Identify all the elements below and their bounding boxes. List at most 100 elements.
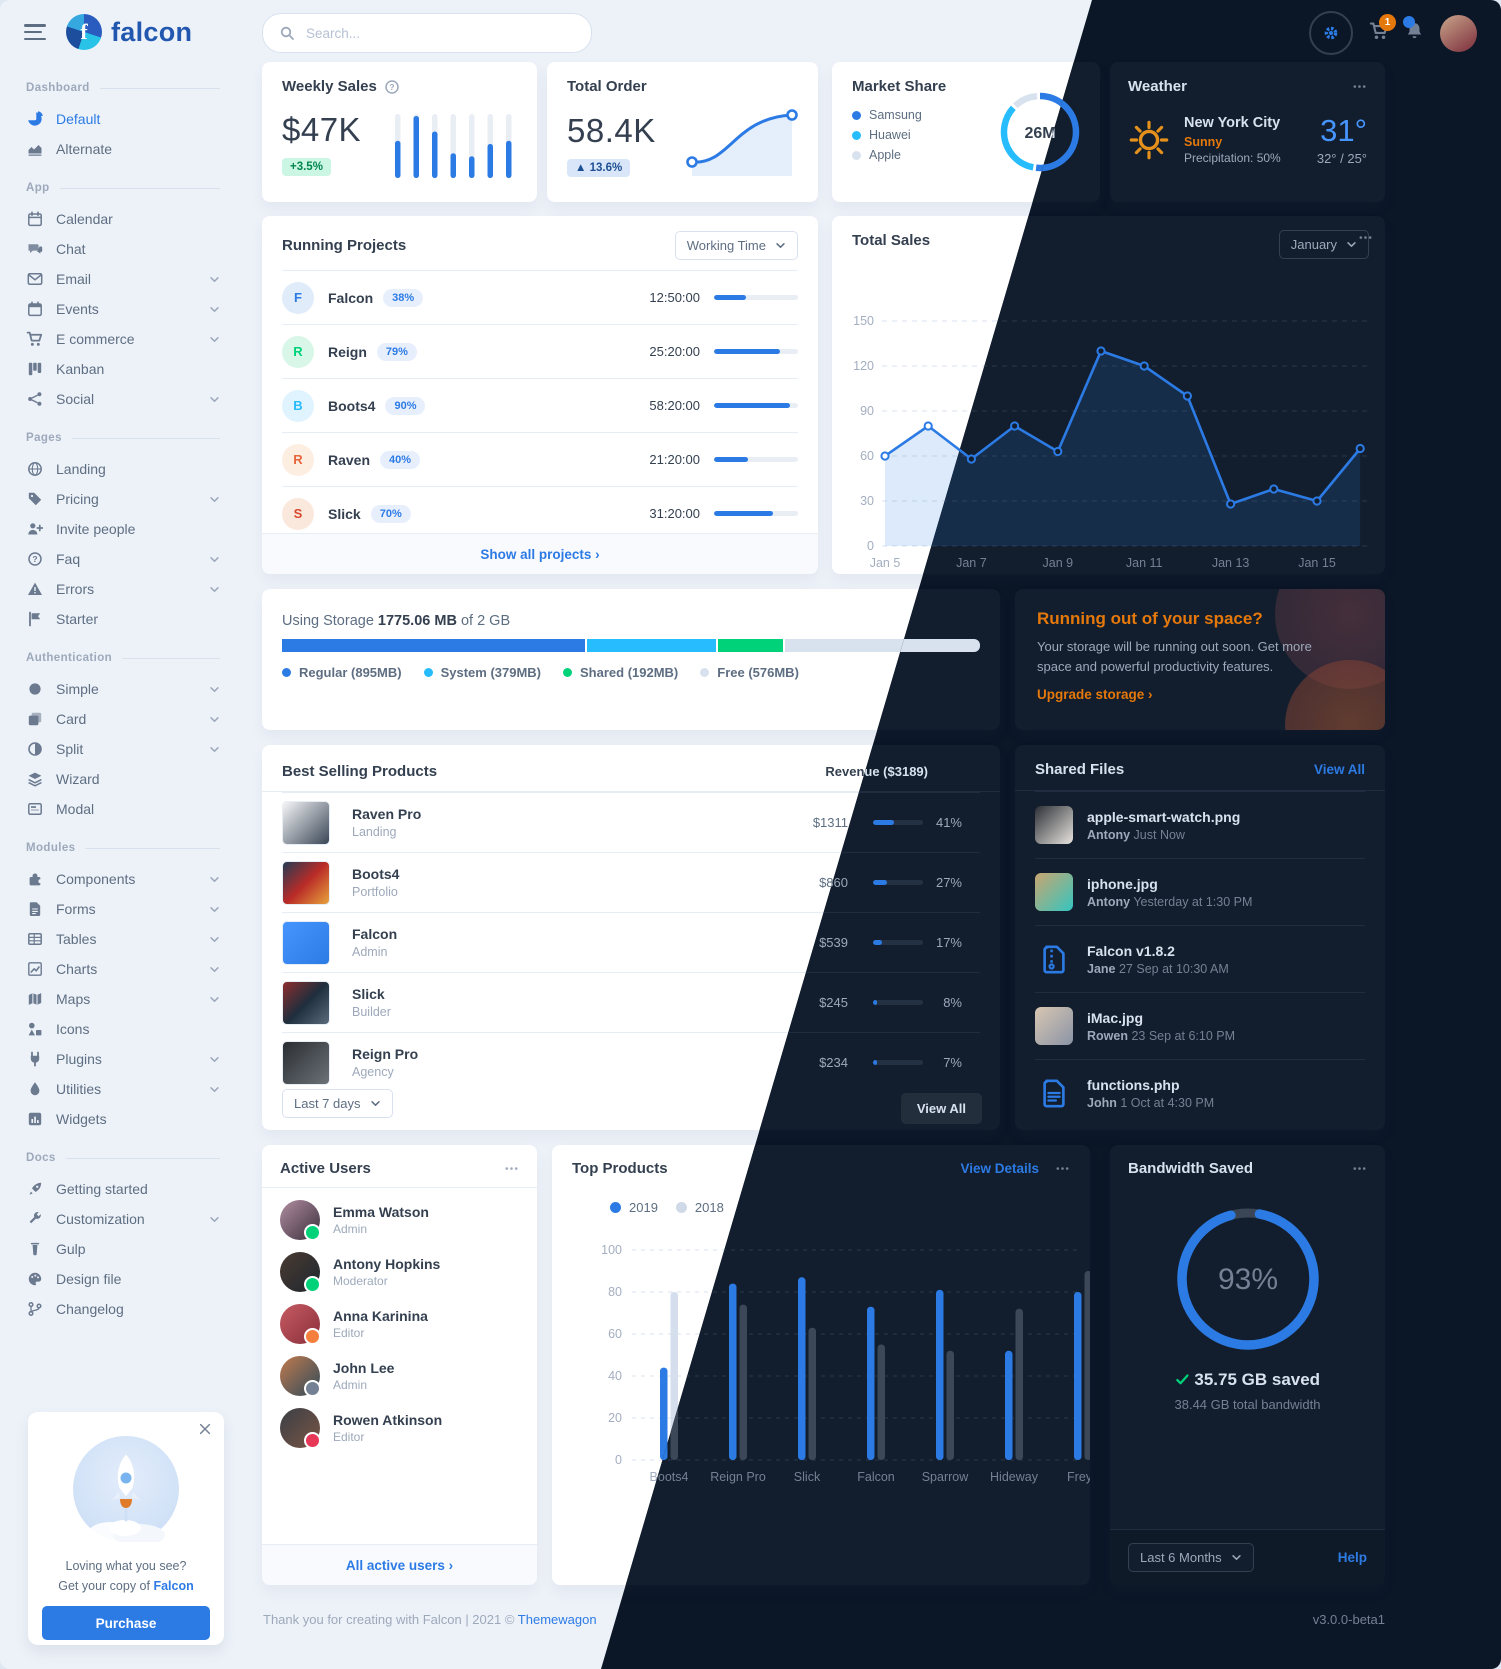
sidebar-item-label: Design file [56,1271,122,1287]
settings-gear-button[interactable] [1309,11,1353,55]
sidebar-item[interactable]: Split [26,734,220,764]
falcon-logo[interactable]: falcon [66,14,192,50]
sidebar-item[interactable]: ? Faq [26,544,220,574]
file-name[interactable]: functions.php [1087,1076,1180,1093]
search-box[interactable] [262,13,592,53]
product-category[interactable]: Builder [352,1005,391,1019]
sidebar-item[interactable]: Widgets [26,1104,220,1134]
product-category[interactable]: Admin [352,945,388,959]
user-avatar[interactable] [1440,14,1477,52]
user-name[interactable]: Anna Karinina [333,1308,428,1324]
user-name[interactable]: Rowen Atkinson [333,1412,443,1428]
sidebar-item[interactable]: Card [26,704,220,734]
sidebar-item[interactable]: Charts [26,954,220,984]
sidebar-item[interactable]: Gulp [26,1234,220,1264]
falcon-link[interactable]: Falcon [153,1579,194,1593]
sidebar-item[interactable]: Errors [26,574,220,604]
user-row[interactable]: Antony Hopkins Moderator [262,1246,537,1298]
search-input[interactable] [304,24,575,42]
sidebar-item[interactable]: Simple [26,674,220,704]
last-7-days-select[interactable]: Last 7 days [282,1089,393,1118]
sidebar-item[interactable]: Calendar [26,204,220,234]
dots-menu-icon[interactable] [504,1161,519,1176]
working-time-select[interactable]: Working Time [674,231,798,260]
cart-button[interactable]: 1 [1369,13,1396,46]
dots-menu-icon[interactable] [1352,1161,1367,1176]
dots-menu-icon[interactable] [1055,1161,1070,1176]
dots-menu-icon[interactable] [1352,79,1367,94]
sidebar-item[interactable]: Plugins [26,1044,220,1074]
view-all-button[interactable]: View All [900,1093,982,1124]
product-category[interactable]: Landing [352,825,397,839]
file-name[interactable]: iphone.jpg [1087,875,1158,892]
sidebar-item[interactable]: Pricing [26,484,220,514]
legend-item[interactable]: 2018 [675,1200,724,1215]
project-avatar: R [282,443,314,476]
help-link[interactable]: Help [1337,1550,1367,1565]
project-row[interactable]: R Reign 79% 25:20:00 [282,324,798,378]
user-row[interactable]: Anna Karinina Editor [262,1298,537,1350]
themewagon-link[interactable]: Themewagon [517,1612,597,1627]
sidebar-item[interactable]: Invite people [26,514,220,544]
sidebar-item[interactable]: E commerce [26,324,220,354]
help-circle-icon[interactable]: ? [384,79,400,95]
sidebar-item[interactable]: Email [26,264,220,294]
product-row[interactable]: Reign Pro Agency $234 7% [601,1032,980,1092]
sidebar-item[interactable]: Alternate [26,134,220,164]
sidebar-item[interactable]: Modal [26,794,220,824]
sidebar-item[interactable]: Components [26,864,220,894]
all-active-users-link[interactable]: All active users › [262,1544,537,1585]
file-name[interactable]: apple-smart-watch.png [1087,808,1241,825]
project-row[interactable]: R Raven 40% 21:20:00 [282,432,798,486]
sidebar-item[interactable]: Landing [26,454,220,484]
user-name[interactable]: Emma Watson [333,1204,429,1220]
sidebar-item[interactable]: Customization [26,1204,220,1234]
sidebar-item[interactable]: Icons [26,1014,220,1044]
sidebar-item[interactable]: Getting started [26,1174,220,1204]
sidebar-item[interactable]: Utilities [26,1074,220,1104]
file-row[interactable]: functions.php John 1 Oct at 4:30 PM [1035,1059,1365,1126]
product-category[interactable]: Agency [352,1065,394,1079]
project-row[interactable]: S Slick 70% 31:20:00 [282,486,798,540]
file-name[interactable]: Falcon v1.8.2 [1087,942,1175,959]
notifications-button[interactable] [1403,16,1424,45]
file-row[interactable]: iMac.jpg Rowen 23 Sep at 6:10 PM [1035,992,1365,1059]
user-row[interactable]: John Lee Admin [262,1350,537,1402]
sidebar-item[interactable]: Wizard [26,764,220,794]
sidebar-item[interactable]: Kanban [26,354,220,384]
sidebar-item[interactable]: Changelog [26,1294,220,1324]
user-name[interactable]: Antony Hopkins [333,1256,441,1272]
file-row[interactable]: Falcon v1.8.2 Jane 27 Sep at 10:30 AM [1035,925,1365,992]
purchase-button[interactable]: Purchase [42,1606,210,1640]
view-details-link[interactable]: View Details [960,1161,1039,1176]
project-row[interactable]: B Boots4 90% 58:20:00 [282,378,798,432]
hamburger-menu-icon[interactable] [24,24,46,40]
file-name[interactable]: iMac.jpg [1087,1009,1144,1026]
view-all-link[interactable]: View All [1313,762,1365,777]
product-revenue-bar [873,1000,923,1005]
close-icon[interactable] [198,1422,212,1436]
user-row[interactable]: Emma Watson Admin [262,1194,537,1246]
month-select[interactable]: January [1278,230,1369,259]
project-row[interactable]: F Falcon 38% 12:50:00 [282,270,798,324]
show-all-projects-link[interactable]: Show all projects › [262,533,818,574]
sidebar-item[interactable]: Starter [26,604,220,634]
sidebar-item[interactable]: Tables [26,924,220,954]
legend-item[interactable]: 2019 [610,1200,658,1215]
last-6-months-select[interactable]: Last 6 Months [1128,1543,1254,1572]
file-row[interactable]: apple-smart-watch.png Antony Just Now [1035,791,1365,858]
sidebar-item[interactable]: Design file [26,1264,220,1294]
user-row[interactable]: Rowen Atkinson Editor [262,1402,537,1454]
upgrade-storage-link[interactable]: Upgrade storage › [1037,687,1153,703]
sidebar-item[interactable]: Chat [26,234,220,264]
sidebar-item[interactable]: Social [26,384,220,414]
sidebar-item[interactable]: Forms [26,894,220,924]
sidebar-item[interactable]: Default [26,104,220,134]
sidebar-item[interactable]: Maps [26,984,220,1014]
user-name[interactable]: John Lee [333,1360,395,1376]
product-category[interactable]: Portfolio [352,885,398,899]
file-row[interactable]: iphone.jpg Antony Yesterday at 1:30 PM [1035,858,1365,925]
sidebar-item[interactable]: Events [26,294,220,324]
user-avatar [280,1356,321,1397]
dots-menu-icon[interactable] [1342,214,1389,261]
